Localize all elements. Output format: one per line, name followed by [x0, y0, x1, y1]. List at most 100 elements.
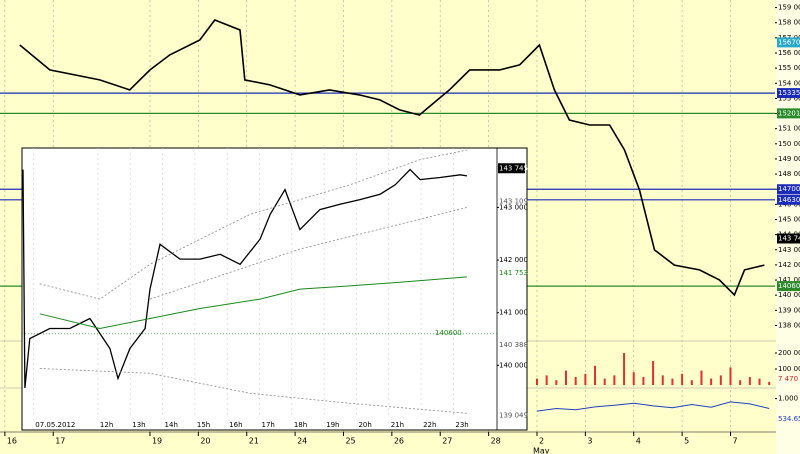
- volume-bar: [710, 378, 713, 385]
- x-tick-label: 20h: [358, 421, 371, 429]
- y-tick-label: 141 000: [778, 276, 800, 284]
- volume-bar: [729, 367, 732, 385]
- y-tick-label: 149 000: [778, 155, 800, 163]
- y-tick-label: 158 000: [778, 19, 800, 27]
- x-tick-label: 16h: [229, 421, 242, 429]
- y-tick-label: 143 000: [778, 246, 800, 254]
- level-label: 147000: [778, 185, 800, 193]
- inset-panel: [21, 147, 528, 431]
- x-tick-label: 17h: [262, 421, 275, 429]
- price-label-box: [498, 163, 525, 174]
- level-label-box: [777, 108, 800, 119]
- y-tick-label: 159 000: [778, 4, 800, 12]
- price-label: 143 109: [499, 198, 528, 206]
- volume-bar: [758, 378, 761, 385]
- x-tick-label: 3: [587, 437, 592, 446]
- price-label: 140 388: [499, 341, 528, 349]
- volume-bar: [565, 370, 568, 385]
- price-label: 139 049: [499, 411, 528, 419]
- price-line: [536, 401, 770, 412]
- x-tick-label: 16: [7, 437, 17, 446]
- x-tick-label: 19h: [326, 421, 339, 429]
- y-tick-label: 141 000: [499, 309, 528, 317]
- x-tick-label: 5: [684, 437, 689, 446]
- x-tick-label: 18h: [294, 421, 307, 429]
- y-tick-label: 143 000: [499, 203, 528, 211]
- x-tick-label: 07.05.2012: [35, 421, 75, 429]
- x-tick-label: 17: [55, 437, 65, 446]
- volume-bar: [739, 380, 742, 385]
- level-label: 152010: [778, 109, 800, 117]
- price-line: [22, 168, 468, 389]
- level-label-box: [777, 37, 800, 48]
- price-line: [149, 207, 467, 300]
- y-tick-label: 153 000: [778, 94, 800, 102]
- x-tick-label: 28: [491, 437, 501, 446]
- volume-bar: [594, 365, 597, 385]
- last-value-label: 7 470: [778, 375, 798, 383]
- month-label: May: [533, 447, 550, 454]
- y-tick-label: 156 000: [778, 49, 800, 57]
- volume-bar: [700, 370, 703, 385]
- volume-bar: [748, 377, 751, 385]
- last-price-label: 143 745: [778, 234, 800, 242]
- x-tick-label: 22h: [423, 421, 436, 429]
- volume-bar: [584, 373, 587, 385]
- x-tick-label: 19: [152, 437, 162, 446]
- level-label-box: [777, 184, 800, 195]
- level-label: 146300: [778, 196, 800, 204]
- level-label: 140600: [435, 329, 462, 337]
- level-label-box: [777, 194, 800, 205]
- y-tick-label: 140 000: [778, 291, 800, 299]
- level-label-box: [777, 88, 800, 99]
- x-tick-label: 12h: [100, 421, 113, 429]
- x-tick-label: 2: [539, 437, 544, 446]
- volume-bar: [661, 375, 664, 385]
- last-value-label: 534.654: [778, 415, 800, 423]
- price-line: [19, 19, 765, 297]
- y-tick-label: 100 000: [778, 365, 800, 373]
- y-tick-label: 148 000: [778, 170, 800, 178]
- y-tick-label: 139 000: [778, 306, 800, 314]
- y-tick-label: 145 000: [778, 215, 800, 223]
- x-tick-label: 21: [249, 437, 259, 446]
- x-tick-label: 27: [442, 437, 452, 446]
- y-tick-label: 138 000: [778, 321, 800, 329]
- x-tick-label: 21h: [391, 421, 404, 429]
- x-tick-label: 25: [345, 437, 355, 446]
- axis-panel: [776, 0, 800, 454]
- x-tick-label: 14h: [165, 421, 178, 429]
- volume-bar: [613, 375, 616, 385]
- price-line: [39, 368, 467, 414]
- volume-bar: [671, 378, 674, 385]
- y-tick-label: 154 000: [778, 79, 800, 87]
- level-label: 156700: [778, 38, 800, 46]
- volume-bar: [555, 380, 558, 385]
- last-price-box: [777, 233, 800, 244]
- price-line: [39, 149, 467, 300]
- x-tick-label: 26: [394, 437, 404, 446]
- price-label: 141 753: [499, 269, 528, 277]
- y-tick-label: 140 000: [499, 361, 528, 369]
- y-tick-label: 1.000: [778, 395, 798, 403]
- y-tick-label: 151 000: [778, 125, 800, 133]
- price-label: 143 745: [499, 164, 528, 172]
- x-tick-label: 23h: [455, 421, 468, 429]
- y-tick-label: 142 000: [499, 256, 528, 264]
- y-tick-label: 142 000: [778, 261, 800, 269]
- y-tick-label: 200 000: [778, 349, 800, 357]
- volume-bar: [719, 375, 722, 385]
- volume-bar: [535, 378, 538, 385]
- y-tick-label: 155 000: [778, 64, 800, 72]
- volume-bar: [681, 373, 684, 385]
- volume-bar: [632, 372, 635, 385]
- volume-bar: [545, 375, 548, 385]
- volume-bar: [623, 353, 626, 385]
- x-tick-label: 7: [732, 437, 737, 446]
- x-tick-label: 13h: [132, 421, 145, 429]
- volume-bar: [603, 378, 606, 385]
- level-label: 153350: [778, 89, 800, 97]
- price-line: [39, 276, 467, 330]
